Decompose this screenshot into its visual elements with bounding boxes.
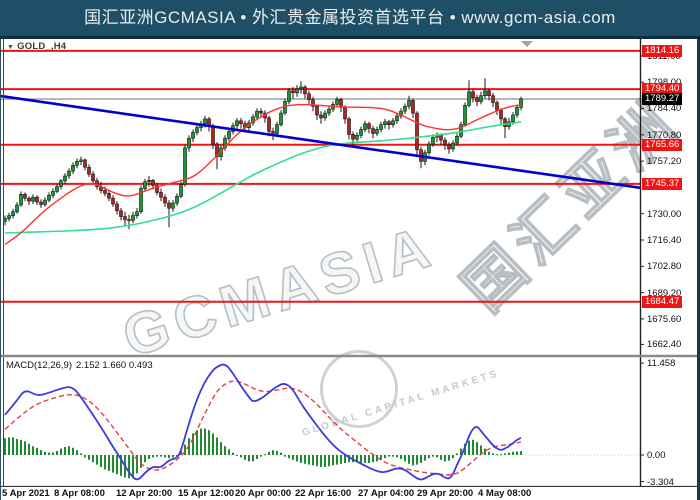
window-right-edge <box>697 39 700 500</box>
price-tick-label: 1798.00 <box>647 77 681 88</box>
price-tick-label: 1675.60 <box>647 313 682 325</box>
macd-name: MACD(12,26,9) <box>6 360 72 371</box>
macd-indicator-label: MACD(12,26,9) 2.152 1.660 0.493 <box>6 360 153 371</box>
price-tick-label: 1784.40 <box>647 103 682 115</box>
watermark-logo-circle-icon <box>320 350 398 428</box>
macd-values: 2.152 1.660 0.493 <box>76 360 153 371</box>
macd-tick-label: 11.458 <box>647 358 676 370</box>
price-tick-label: 1770.80 <box>647 129 682 141</box>
banner-divider <box>0 36 700 39</box>
price-tick-label: 1757.20 <box>647 156 682 168</box>
price-tick-label: 1730.00 <box>647 208 682 220</box>
price-axis[interactable]: 1811.601798.001784.401770.801757.201730.… <box>641 39 700 488</box>
price-tick-label: 1716.40 <box>647 234 682 246</box>
time-label: 4 May 08:00 <box>478 488 532 499</box>
time-axis[interactable]: 5 Apr 2021 8 Apr 08:00 12 Apr 20:00 15 Apr … <box>0 487 700 500</box>
time-label: 5 Apr 2021 <box>2 488 50 499</box>
price-tick-label: 1702.80 <box>647 261 682 273</box>
price-level-badge: 1684.47 <box>642 295 683 308</box>
banner-text: 国汇亚洲GCMASIA • 外汇贵金属投资首选平台 • www.gcm-asia… <box>84 8 616 27</box>
price-level-badge: 1745.37 <box>642 177 683 190</box>
symbol-period-text: GOLD_,H4 <box>17 41 67 52</box>
dropdown-triangle-icon: ▼ <box>7 44 15 51</box>
macd-tick-label: 0.00 <box>647 450 666 462</box>
price-level-badge: 1814.16 <box>642 44 683 57</box>
time-label: 22 Apr 16:00 <box>295 488 352 499</box>
window-left-edge <box>0 39 1 500</box>
symbol-period-label: ▼ GOLD_,H4 <box>7 41 66 52</box>
time-label: 20 Apr 00:00 <box>235 488 292 499</box>
price-level-badge: 1765.66 <box>642 138 683 151</box>
macd-tick-label: -3.304 <box>647 476 674 488</box>
time-label: 8 Apr 08:00 <box>54 488 105 499</box>
current-price-badge: 1789.27 <box>642 93 683 106</box>
top-banner: 国汇亚洲GCMASIA • 外汇贵金属投资首选平台 • www.gcm-asia… <box>0 0 700 36</box>
price-level-badge: 1794.40 <box>642 83 683 96</box>
time-label: 29 Apr 20:00 <box>417 488 474 499</box>
time-label: 27 Apr 04:00 <box>358 488 415 499</box>
time-label: 12 Apr 20:00 <box>116 488 173 499</box>
time-label: 15 Apr 12:00 <box>178 488 235 499</box>
price-tick-label: 1662.40 <box>647 339 682 351</box>
price-tick-label: 1689.20 <box>647 287 682 299</box>
